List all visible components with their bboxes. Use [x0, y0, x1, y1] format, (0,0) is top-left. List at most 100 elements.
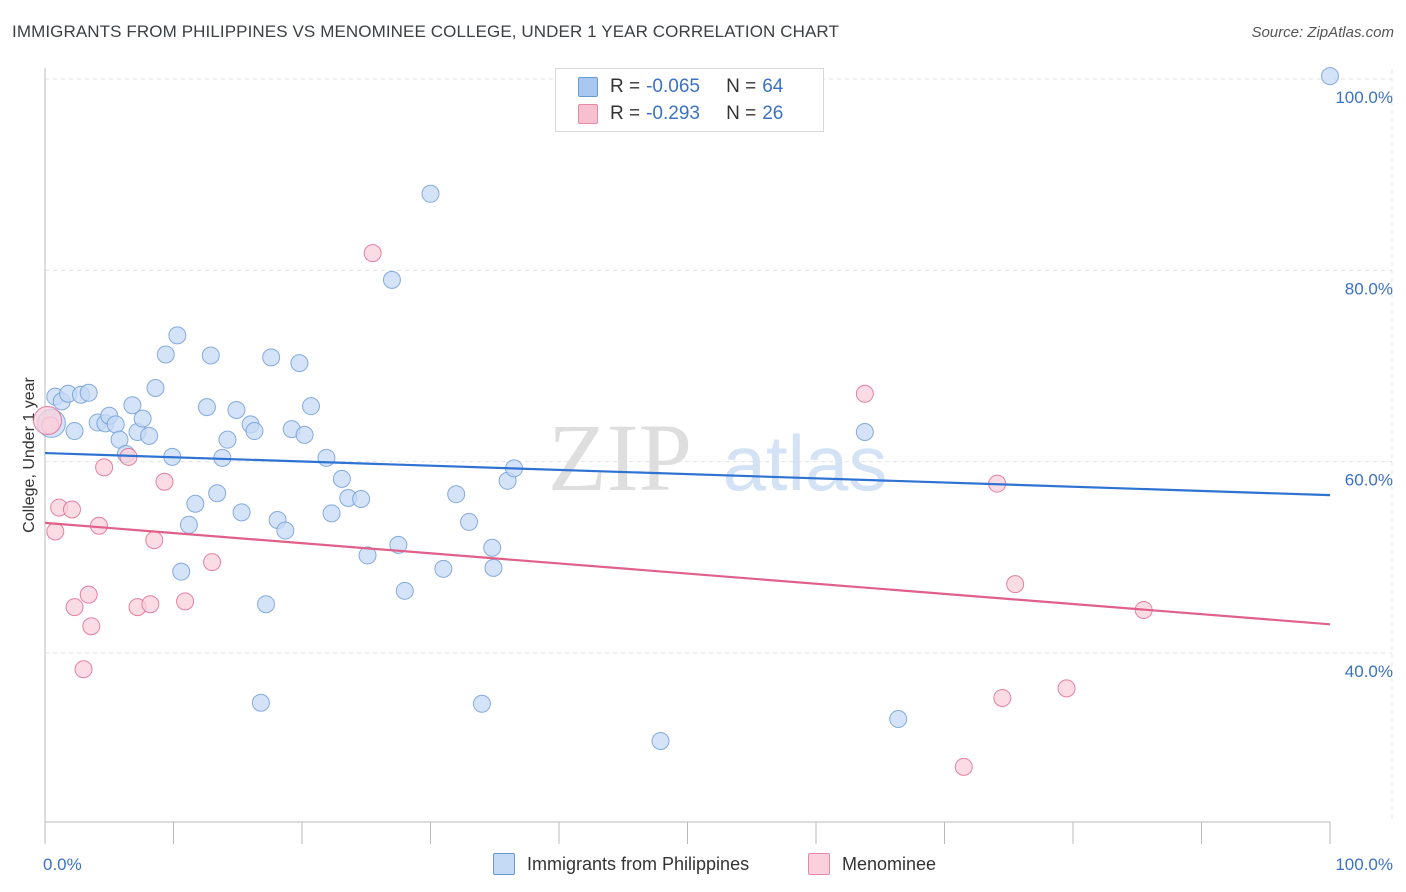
- point-menominee: [1006, 575, 1025, 594]
- y-tick-labels: 100.0% 80.0% 60.0% 40.0%: [1335, 88, 1393, 681]
- legend-r-value: -0.065: [646, 76, 700, 97]
- bottom-legend-label: Immigrants from Philippines: [527, 853, 750, 874]
- point-menominee: [33, 406, 63, 436]
- legend-n-label: N =: [726, 76, 757, 97]
- point-menominee: [82, 617, 101, 636]
- point-philippines: [276, 521, 295, 540]
- point-philippines: [140, 426, 159, 445]
- bottom-legend-philippines: Immigrants from Philippines: [493, 852, 749, 876]
- chart-title: IMMIGRANTS FROM PHILIPPINES VS MENOMINEE…: [12, 22, 839, 41]
- point-menominee: [141, 595, 160, 614]
- x-tick-label-max: 100.0%: [1335, 855, 1393, 874]
- point-philippines: [382, 270, 401, 289]
- point-philippines: [889, 710, 908, 729]
- point-menominee: [203, 553, 222, 572]
- point-menominee: [46, 522, 65, 541]
- axes: [44, 68, 1331, 844]
- point-philippines: [358, 546, 377, 565]
- point-philippines: [106, 415, 125, 434]
- point-menominee: [954, 757, 973, 776]
- point-philippines: [317, 448, 336, 467]
- point-menominee: [95, 458, 114, 477]
- point-philippines: [460, 512, 479, 531]
- point-philippines: [855, 423, 874, 442]
- point-philippines: [1321, 67, 1339, 86]
- point-philippines: [79, 383, 98, 402]
- point-philippines: [332, 469, 351, 488]
- stats-legend: R = -0.065 N = 64 R = -0.293 N = 26: [555, 68, 824, 132]
- x-tick-label-min: 0.0%: [43, 855, 82, 874]
- point-philippines: [395, 581, 414, 600]
- y-tick-label: 40.0%: [1345, 662, 1393, 681]
- trend-line-philippines: [44, 451, 1331, 497]
- point-menominee: [363, 244, 382, 263]
- point-menominee: [145, 531, 164, 550]
- watermark-zip: ZIP: [548, 404, 692, 511]
- point-philippines: [245, 422, 264, 441]
- point-philippines: [156, 345, 175, 364]
- trend-line-menominee: [44, 521, 1331, 626]
- point-philippines: [262, 348, 281, 367]
- trend-lines: [44, 451, 1331, 626]
- point-philippines: [484, 558, 503, 577]
- point-philippines: [472, 694, 491, 713]
- point-philippines: [186, 494, 205, 513]
- point-menominee: [62, 500, 81, 519]
- gridlines: [45, 70, 1393, 822]
- point-philippines: [208, 484, 227, 503]
- point-philippines: [197, 398, 216, 417]
- point-philippines: [651, 732, 670, 751]
- point-menominee: [65, 598, 84, 617]
- y-axis-label: College, Under 1 year: [21, 377, 38, 533]
- point-philippines: [352, 489, 371, 508]
- bottom-legend-swatch-blue: [493, 853, 515, 875]
- point-philippines: [227, 401, 246, 420]
- point-philippines: [447, 485, 466, 504]
- data-points: [33, 67, 1339, 776]
- point-menominee: [176, 592, 195, 611]
- point-philippines: [232, 503, 251, 522]
- point-philippines: [301, 397, 320, 416]
- point-philippines: [218, 430, 237, 449]
- point-menominee: [993, 688, 1012, 707]
- legend-swatch-blue: [578, 77, 598, 97]
- bottom-legend-swatch-pink: [808, 853, 830, 875]
- point-philippines: [421, 184, 440, 203]
- point-menominee: [1057, 679, 1076, 698]
- y-tick-label: 100.0%: [1335, 88, 1393, 107]
- point-philippines: [172, 562, 191, 581]
- point-philippines: [133, 409, 152, 428]
- point-philippines: [65, 422, 84, 441]
- point-philippines: [434, 559, 453, 578]
- y-tick-label: 80.0%: [1345, 279, 1393, 298]
- point-philippines: [257, 595, 276, 614]
- bottom-legend-menominee: Menominee: [808, 852, 936, 876]
- point-philippines: [179, 515, 198, 534]
- point-menominee: [79, 585, 98, 604]
- point-menominee: [155, 472, 174, 491]
- legend-r-label: R =: [610, 103, 641, 124]
- point-menominee: [855, 384, 874, 403]
- point-philippines: [389, 535, 408, 554]
- legend-n-value: 26: [762, 103, 784, 124]
- point-philippines: [251, 693, 270, 712]
- x-tick-labels: 0.0% 100.0%: [43, 855, 1393, 874]
- point-philippines: [201, 346, 220, 365]
- point-philippines: [168, 326, 187, 345]
- point-menominee: [74, 660, 93, 679]
- bottom-legend-label: Menominee: [842, 853, 937, 874]
- source-attribution: Source: ZipAtlas.com: [1251, 24, 1394, 41]
- point-philippines: [146, 379, 165, 398]
- point-philippines: [322, 504, 341, 523]
- legend-swatch-pink: [578, 104, 598, 124]
- legend-r-value: -0.293: [646, 103, 700, 124]
- y-tick-label: 60.0%: [1345, 471, 1393, 490]
- legend-n-label: N =: [726, 103, 757, 124]
- legend-n-value: 64: [762, 76, 784, 97]
- legend-row-philippines: R = -0.065 N = 64: [578, 74, 783, 100]
- point-philippines: [295, 425, 314, 444]
- point-philippines: [123, 396, 142, 415]
- legend-row-menominee: R = -0.293 N = 26: [578, 101, 783, 127]
- point-philippines: [290, 354, 309, 373]
